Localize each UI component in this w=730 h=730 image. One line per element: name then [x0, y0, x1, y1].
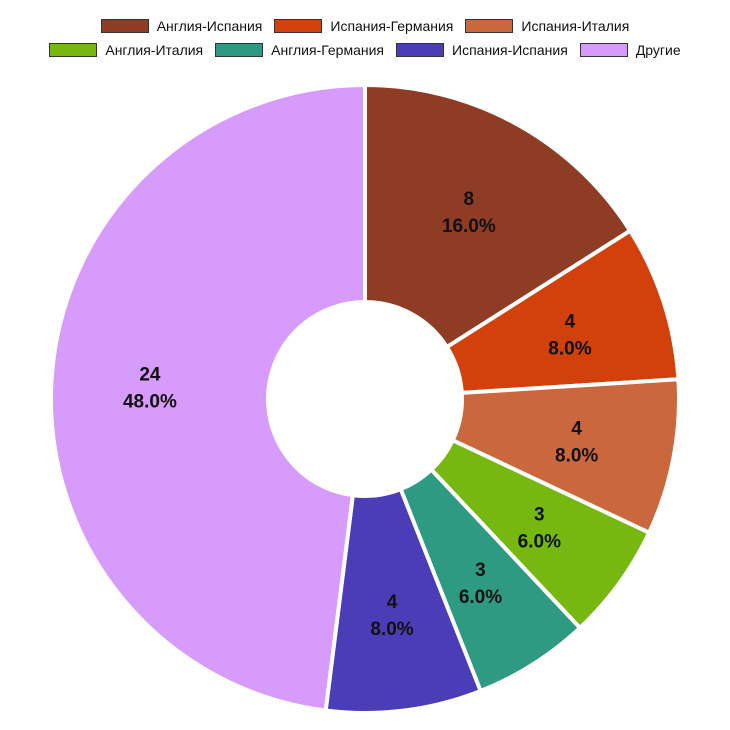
legend-item-spain-spain: Испания-Испания	[396, 42, 568, 58]
pie-slice	[323, 486, 484, 715]
legend-item-spain-germany: Испания-Германия	[274, 18, 453, 34]
pie-slice	[444, 227, 681, 396]
slice-value-label: 3	[475, 560, 486, 581]
legend-item-england-spain: Англия-Испания	[100, 18, 263, 34]
legend-swatch	[274, 19, 323, 33]
legend-item-england-germany: Англия-Германия	[215, 42, 384, 58]
legend-item-spain-italy: Испания-Италия	[465, 18, 629, 34]
slice-value-label: 3	[534, 505, 545, 526]
legend-swatch	[49, 43, 98, 57]
legend-swatch	[396, 43, 445, 57]
legend-label: Другие	[635, 42, 681, 58]
slice-value-label: 4	[571, 418, 582, 439]
slice-percent-label: 48.0%	[123, 391, 177, 412]
legend-label: Испания-Италия	[521, 18, 630, 34]
slice-percent-label: 6.0%	[459, 587, 502, 608]
legend-swatch	[100, 19, 149, 33]
legend-row-2: Англия-Италия Англия-Германия Испания-Ис…	[0, 42, 730, 58]
legend-item-england-italy: Англия-Италия	[49, 42, 203, 58]
slice-percent-label: 6.0%	[518, 532, 561, 553]
slice-percent-label: 16.0%	[442, 216, 496, 237]
legend-label: Испания-Испания	[452, 42, 568, 58]
legend-row-1: Англия-Испания Испания-Германия Испания-…	[0, 18, 730, 34]
legend-label: Испания-Германия	[330, 18, 454, 34]
pie-slice	[450, 377, 681, 536]
legend-item-others: Другие	[579, 42, 681, 58]
slice-percent-label: 8.0%	[555, 445, 598, 466]
slice-value-label: 8	[464, 189, 475, 210]
legend-label: Англия-Германия	[271, 42, 385, 58]
pie-slice	[49, 82, 367, 713]
pie-slice	[363, 82, 633, 350]
slice-value-label: 24	[139, 364, 161, 385]
slice-value-label: 4	[387, 592, 398, 613]
legend-swatch	[465, 19, 514, 33]
legend-label: Англия-Испания	[156, 18, 263, 34]
legend-swatch	[215, 43, 264, 57]
slice-percent-label: 8.0%	[370, 619, 413, 640]
slice-value-label: 4	[565, 311, 576, 332]
legend-label: Англия-Италия	[105, 42, 204, 58]
legend-swatch	[579, 43, 628, 57]
legend: Англия-Испания Испания-Германия Испания-…	[0, 18, 730, 66]
slice-percent-label: 8.0%	[548, 338, 591, 359]
